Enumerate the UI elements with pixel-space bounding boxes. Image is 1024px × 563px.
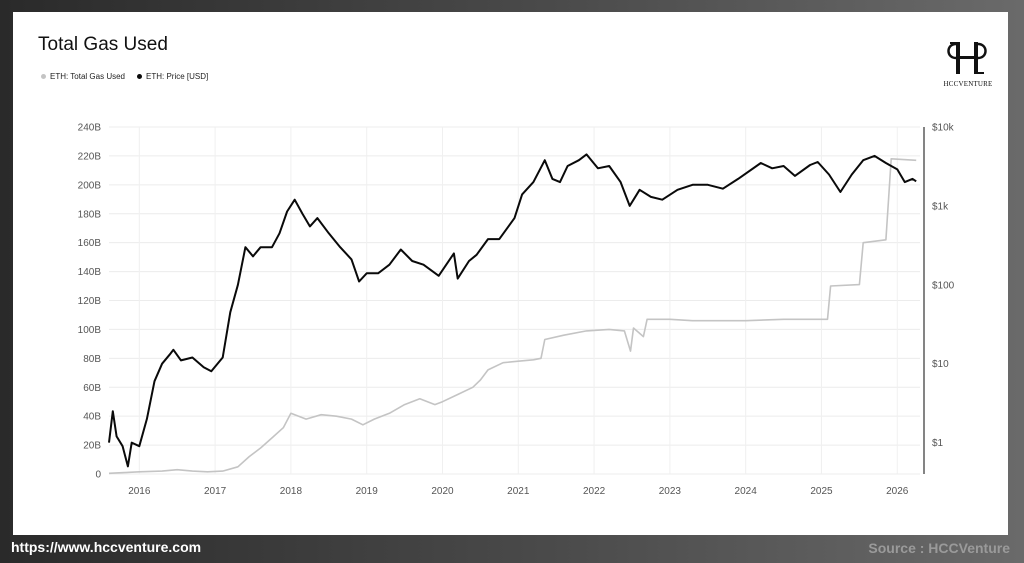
x-tick-label: 2019 [356, 486, 379, 497]
legend-item-gas[interactable]: ETH: Total Gas Used [41, 72, 125, 81]
x-tick-label: 2020 [431, 486, 454, 497]
legend-label-price: ETH: Price [USD] [146, 72, 209, 81]
x-tick-label: 2023 [659, 486, 682, 497]
series-line-eth-price [108, 153, 917, 468]
x-tick-label: 2017 [204, 486, 227, 497]
y-right-tick-label: $10 [932, 359, 949, 370]
y-left-tick-label: 100B [78, 325, 102, 336]
y-left-tick-label: 220B [78, 151, 102, 162]
x-tick-label: 2022 [583, 486, 606, 497]
logo-monogram-icon [947, 42, 987, 74]
y-left-tick-label: 20B [83, 441, 101, 452]
y-left-tick-label: 180B [78, 209, 102, 220]
x-tick-label: 2025 [810, 486, 833, 497]
y-left-tick-label: 40B [83, 412, 101, 423]
y-left-tick-label: 120B [78, 296, 102, 307]
y-left-tick-label: 60B [83, 383, 101, 394]
x-tick-label: 2021 [507, 486, 530, 497]
legend-swatch-price [137, 74, 142, 79]
series-line-total-gas-used [108, 158, 917, 475]
y-left-tick-label: 0 [95, 470, 101, 481]
y-left-tick-label: 140B [78, 267, 102, 278]
y-right-tick-label: $10k [932, 123, 955, 134]
y-left-tick-label: 200B [78, 180, 102, 191]
y-left-tick-label: 240B [78, 123, 102, 134]
y-left-tick-label: 160B [78, 238, 102, 249]
y-right-tick-label: $1k [932, 201, 949, 212]
hcc-logo: HCCVENTURE [938, 36, 998, 92]
y-right-tick-label: $100 [932, 280, 955, 291]
y-right-tick-label: $1 [932, 438, 944, 449]
footer-source: Source : HCCVenture [868, 540, 1010, 556]
x-tick-label: 2018 [280, 486, 303, 497]
legend-item-price[interactable]: ETH: Price [USD] [137, 72, 208, 81]
legend-swatch-gas [41, 74, 46, 79]
logo-text: HCCVENTURE [943, 80, 993, 88]
y-left-tick-label: 80B [83, 354, 101, 365]
x-tick-label: 2016 [128, 486, 151, 497]
legend-label-gas: ETH: Total Gas Used [50, 72, 125, 81]
gas-price-chart: 0 20B 40B 60B 80B 100B 120B 140B 160B 180B 200B 220… [78, 123, 955, 498]
chart-card: Total Gas Used ETH: Total Gas Used ETH: … [13, 12, 1008, 535]
footer-url[interactable]: https://www.hccventure.com [11, 539, 202, 555]
chart-title: Total Gas Used [38, 34, 168, 55]
legend: ETH: Total Gas Used ETH: Price [USD] [41, 72, 208, 81]
x-tick-label: 2026 [886, 486, 909, 497]
x-tick-label: 2024 [735, 486, 758, 497]
